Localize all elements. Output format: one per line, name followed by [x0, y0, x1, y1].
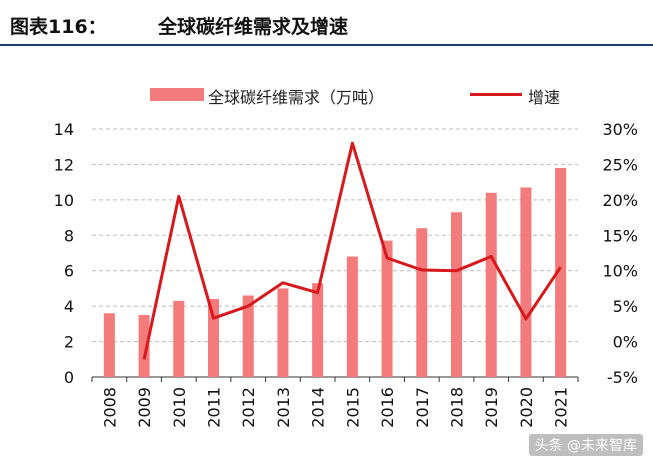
left-tick-label: 2 [64, 333, 74, 352]
demand-bar [312, 283, 324, 377]
demand-bar [520, 187, 532, 377]
right-tick-label: 5% [613, 297, 638, 316]
chart-legend: 全球碳纤维需求（万吨） 增速 [0, 84, 653, 107]
demand-bar [138, 315, 150, 377]
figure-header: 图表116： 全球碳纤维需求及增速 [0, 0, 653, 46]
x-category-label: 2019 [482, 387, 501, 428]
demand-bar [416, 228, 428, 377]
left-tick-label: 6 [64, 262, 74, 281]
right-tick-label: 30% [602, 120, 638, 139]
legend-line-label: 增速 [528, 88, 561, 107]
demand-bar [103, 313, 115, 377]
demand-bar [346, 256, 358, 377]
x-category-label: 2012 [239, 387, 258, 428]
header-rule [0, 44, 653, 46]
demand-bar [485, 192, 497, 377]
figure-title: 全球碳纤维需求及增速 [158, 16, 349, 38]
x-category-label: 2018 [448, 387, 467, 428]
x-category-label: 2017 [413, 387, 432, 428]
right-tick-label: 10% [602, 262, 638, 281]
x-category-label: 2020 [517, 387, 536, 428]
demand-bar [208, 299, 219, 377]
figure-number: 图表116： [10, 16, 107, 38]
x-category-label: 2013 [274, 387, 293, 428]
left-tick-label: 14 [54, 120, 74, 139]
demand-bar [555, 167, 567, 377]
demand-bar [381, 240, 393, 377]
demand-bar [451, 212, 462, 377]
x-category-label: 2021 [552, 387, 571, 428]
legend-bar-swatch [150, 88, 204, 101]
left-tick-label: 0 [64, 368, 74, 387]
right-tick-label: 15% [602, 226, 638, 245]
demand-bar [277, 288, 289, 377]
right-tick-label: 0% [613, 333, 638, 352]
growth-line [142, 141, 562, 360]
right-tick-label: -5% [607, 368, 638, 387]
demand-bar [242, 295, 254, 377]
demand-bar [173, 300, 185, 377]
legend-line-swatch [470, 93, 522, 96]
x-category-label: 2016 [378, 387, 397, 428]
x-category-label: 2014 [309, 387, 328, 428]
watermark: 头条 @未来智库 [528, 434, 643, 456]
left-tick-label: 8 [64, 226, 74, 245]
x-category-label: 2010 [170, 387, 189, 428]
right-tick-label: 25% [602, 155, 638, 174]
x-category-label: 2009 [135, 387, 154, 428]
left-tick-label: 4 [64, 297, 74, 316]
x-category-label: 2008 [100, 387, 119, 428]
legend-bar-label: 全球碳纤维需求（万吨） [208, 88, 385, 107]
left-tick-label: 12 [54, 155, 74, 174]
left-tick-label: 10 [54, 191, 74, 210]
x-category-label: 2015 [343, 387, 362, 428]
right-tick-label: 20% [602, 191, 638, 210]
x-category-label: 2011 [205, 387, 224, 428]
